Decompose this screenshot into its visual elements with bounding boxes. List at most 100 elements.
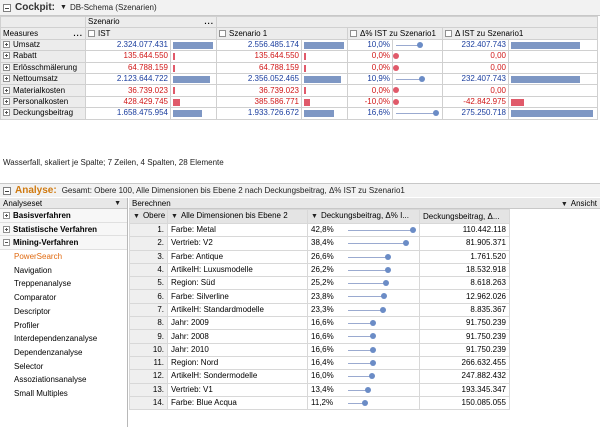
results-row[interactable]: 3. Farbe: Antique 26,6% 1.761.520 (129, 249, 510, 264)
expand-ist-icon[interactable] (88, 29, 95, 37)
col-header-sz1[interactable]: Szenario 1 (216, 27, 348, 40)
results-row[interactable]: 6. Farbe: Silverline 23,8% 12.962.026 (129, 289, 510, 304)
measure-label[interactable]: Deckungsbeitrag (0, 107, 86, 120)
measure-name: Umsatz (13, 39, 41, 49)
results-row[interactable]: 4. ArtikelH: Luxusmodelle 26,2% 18.532.918 (129, 262, 510, 278)
results-row[interactable]: 13. Vertrieb: V1 13,4% 193.345.347 (129, 382, 510, 397)
expand-icon[interactable] (3, 97, 10, 105)
analyseset-item[interactable]: Treppenanalyse (14, 279, 72, 289)
expand-delta-icon[interactable] (445, 29, 452, 37)
analyseset-item[interactable]: Small Multiples (14, 388, 68, 398)
pct-dot (410, 227, 416, 233)
dimension-cell: ArtikelH: Sondermodelle (167, 369, 308, 384)
group-toggle-icon[interactable] (3, 225, 10, 233)
measure-label[interactable]: Nettoumsatz (0, 72, 86, 86)
col-header-rank[interactable]: ▼ Obere (129, 209, 168, 224)
expand-icon[interactable] (3, 109, 10, 117)
analyseset-item[interactable]: Navigation (14, 265, 52, 275)
cockpit-row[interactable]: Rabatt 135.644.550 135.644.550 0,0% 0,00 (0, 50, 599, 63)
delta-bar (507, 107, 599, 120)
pct-dot (370, 346, 377, 353)
results-row[interactable]: 1. Farbe: Metal 42,8% 110.442.118 (129, 222, 510, 238)
expand-pct-icon[interactable] (350, 29, 357, 37)
results-row[interactable]: 7. ArtikelH: Standardmodelle 23,3% 8.835.36… (129, 302, 510, 318)
results-row[interactable]: 14. Farbe: Blue Acqua 11,2% 150.085.055 (129, 395, 510, 411)
cockpit-row[interactable]: Nettoumsatz 2.123.644.722 2.356.052.465 10,… (0, 72, 599, 86)
sz1-bar (301, 50, 348, 63)
delta-bar-fill (511, 41, 581, 49)
measure-label[interactable]: Erlösschmälerung (0, 61, 86, 74)
sz1-bar (301, 84, 348, 97)
collapse-cockpit-icon[interactable] (3, 3, 11, 12)
dimension-cell: Region: Süd (167, 276, 308, 291)
rank-cell: 3. (129, 249, 168, 264)
analyseset-item[interactable]: Dependenzanalyse (14, 347, 83, 357)
cockpit-table: Szenario... Measures... IST Szenario 1 Δ… (0, 15, 599, 120)
results-row[interactable]: 11. Region: Nord 16,4% 266.632.455 (129, 355, 510, 371)
sort-pct-icon[interactable]: ▼ (311, 213, 318, 220)
analyseset-item[interactable]: PowerSearch (14, 252, 63, 262)
expand-sz1-icon[interactable] (219, 29, 226, 37)
col-header-delta[interactable]: Δ IST zu Szenario1 (441, 27, 599, 40)
pct-cell: 26,6% (307, 249, 420, 264)
measure-label[interactable]: Umsatz (0, 38, 86, 52)
expand-icon[interactable] (3, 75, 10, 83)
expand-icon[interactable] (3, 63, 10, 71)
results-row[interactable]: 10. Jahr: 2010 16,6% 91.750.239 (129, 342, 510, 357)
delta-value: 0,00 (442, 50, 509, 63)
expand-icon[interactable] (3, 40, 10, 48)
collapse-analyse-icon[interactable] (3, 186, 11, 195)
cockpit-row[interactable]: Erlösschmälerung 64.788.159 64.788.159 0,0%… (0, 61, 599, 74)
results-row[interactable]: 12. ArtikelH: Sondermodelle 16,0% 247.882.4… (129, 369, 510, 384)
view-dropdown-icon[interactable]: ▼ (560, 200, 568, 208)
results-row[interactable]: 5. Region: Süd 25,2% 8.618.263 (129, 276, 510, 291)
expand-icon[interactable] (3, 86, 10, 94)
measure-label[interactable]: Personalkosten (0, 95, 86, 109)
measures-menu-icon[interactable]: ... (73, 28, 83, 38)
col-header-value[interactable]: Deckungsbeitrag, Δ... (419, 209, 510, 224)
group-toggle-icon[interactable] (3, 212, 10, 219)
dimension-menu-icon[interactable]: ... (204, 17, 214, 27)
col-header-dimension[interactable]: ▼ Alle Dimensionen bis Ebene 2 (167, 209, 308, 224)
analyseset-group[interactable]: Basisverfahren (0, 209, 127, 223)
expand-icon[interactable] (3, 52, 10, 60)
results-row[interactable]: 9. Jahr: 2008 16,6% 91.750.239 (129, 329, 510, 344)
cockpit-row[interactable]: Deckungsbeitrag 1.658.475.954 1.933.726.67… (0, 107, 599, 120)
sz1-bar (301, 95, 348, 109)
analyseset-item[interactable]: Interdependenzanalyse (14, 334, 98, 344)
analyse-header: Analyse: Gesamt: Obere 100, Alle Dimensi… (0, 183, 600, 197)
measure-label[interactable]: Materialkosten (0, 84, 86, 97)
dimension-cell: Vertrieb: V1 (167, 382, 308, 397)
col-header-ist[interactable]: IST (85, 27, 217, 40)
results-row[interactable]: 8. Jahr: 2009 16,6% 91.750.239 (129, 316, 510, 331)
analyseset-group[interactable]: Statistische Verfahren (0, 222, 127, 237)
cockpit-row[interactable]: Umsatz 2.324.077.431 2.556.485.174 10,0% 232… (0, 38, 599, 52)
sort-rank-icon[interactable]: ▼ (133, 213, 140, 220)
sz1-bar-fill (304, 41, 344, 49)
schema-selector[interactable]: DB-Schema (Szenarien) (69, 3, 157, 12)
pct-line (348, 256, 389, 258)
analyseset-dropdown-icon[interactable]: ▼ (114, 199, 121, 207)
measure-label[interactable]: Rabatt (0, 50, 86, 63)
analyseset-item[interactable]: Descriptor (14, 306, 51, 316)
delta-value: 275.250.718 (442, 107, 509, 120)
col-header-pct-change[interactable]: ▼ Deckungsbeitrag, Δ% I... (307, 209, 420, 224)
cockpit-row[interactable]: Materialkosten 36.739.023 36.739.023 0,0% 0,… (0, 84, 599, 97)
pct-line (396, 78, 423, 80)
schema-dropdown-icon[interactable]: ▼ (60, 4, 67, 11)
group-toggle-icon[interactable] (3, 239, 10, 247)
sz1-value: 1.933.726.672 (216, 107, 302, 120)
results-row[interactable]: 2. Vertrieb: V2 38,4% 81.905.371 (129, 236, 510, 251)
sort-dimension-icon[interactable]: ▼ (171, 213, 178, 220)
measure-name: Rabatt (13, 51, 37, 61)
pct-text: 16,6% (311, 318, 334, 328)
pct-dot (381, 293, 388, 300)
cockpit-row[interactable]: Personalkosten 428.429.745 385.586.771 -10,… (0, 95, 599, 109)
analyseset-item[interactable]: Comparator (14, 293, 57, 303)
analyseset-group[interactable]: Mining-Verfahren (0, 236, 127, 251)
analyseset-item[interactable]: Assoziationsanalyse (14, 375, 87, 385)
view-menu[interactable]: ▼ Ansicht (561, 199, 597, 208)
analyseset-item[interactable]: Profiler (14, 320, 40, 330)
col-header-pct[interactable]: Δ% IST zu Szenario1 (347, 27, 443, 40)
analyseset-item[interactable]: Selector (14, 361, 44, 371)
